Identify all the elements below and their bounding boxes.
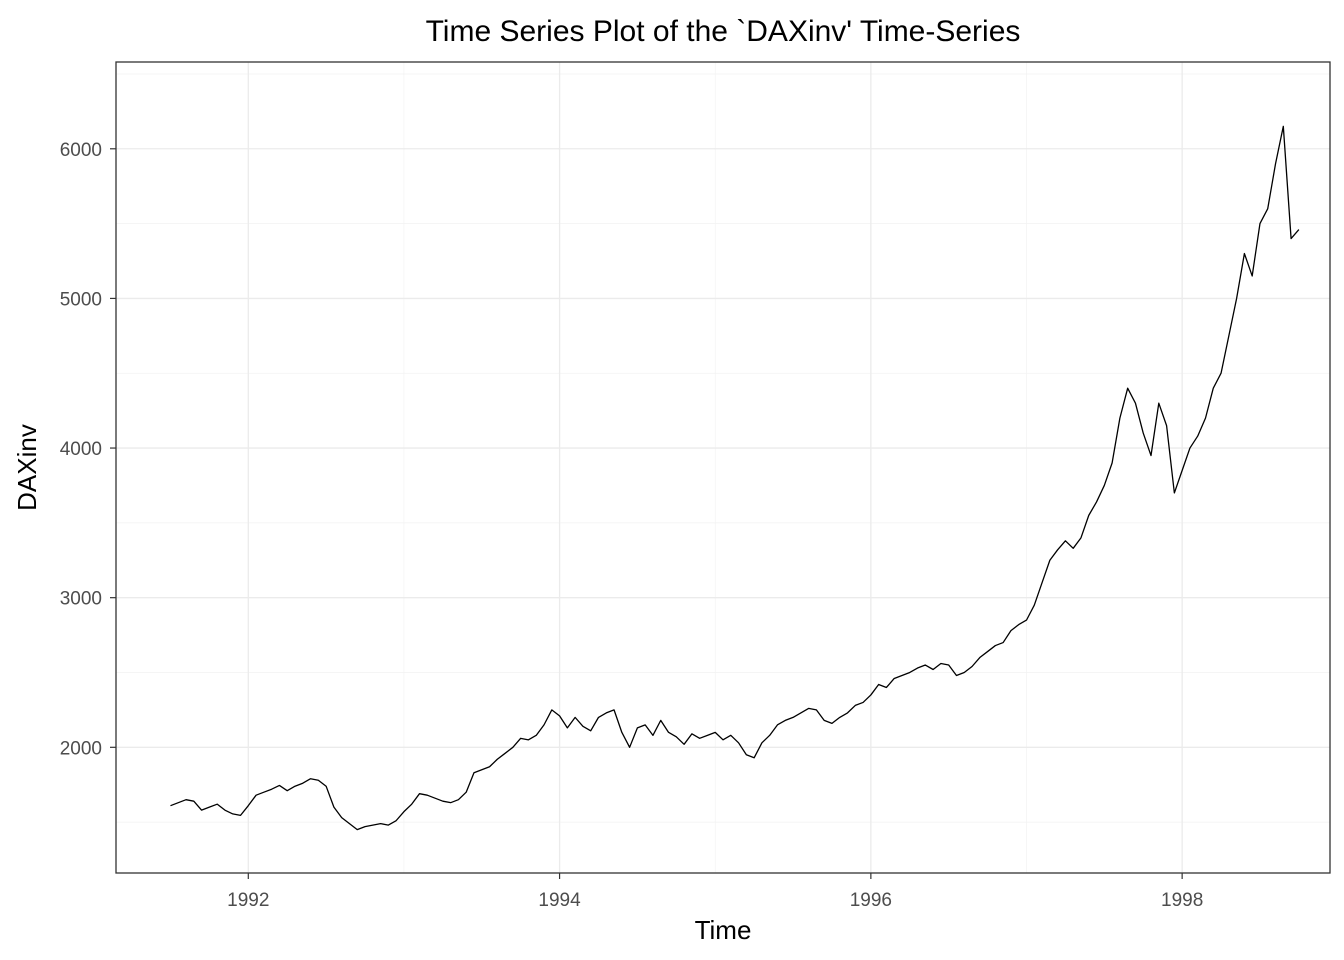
y-axis-ticks: 2000 3000 4000 5000 6000 xyxy=(60,140,116,759)
y-axis-title: DAXinv xyxy=(12,424,42,511)
x-tick-label: 1998 xyxy=(1161,890,1203,911)
y-tick-label: 5000 xyxy=(60,289,102,310)
x-axis-title: Time xyxy=(695,915,752,945)
y-tick-label: 3000 xyxy=(60,589,102,610)
minor-gridlines xyxy=(116,62,1330,873)
x-tick-label: 1994 xyxy=(538,890,581,911)
y-tick-label: 6000 xyxy=(60,140,102,161)
x-tick-label: 1996 xyxy=(850,890,892,911)
chart-title: Time Series Plot of the `DAXinv' Time-Se… xyxy=(426,15,1021,48)
series-line xyxy=(170,125,1300,831)
panel-border xyxy=(115,61,1331,874)
y-tick-label: 4000 xyxy=(60,439,102,460)
x-axis-ticks: 1992 1994 1996 1998 xyxy=(227,873,1203,911)
major-gridlines xyxy=(116,62,1330,873)
x-tick-label: 1992 xyxy=(227,890,269,911)
y-tick-label: 2000 xyxy=(60,738,102,759)
